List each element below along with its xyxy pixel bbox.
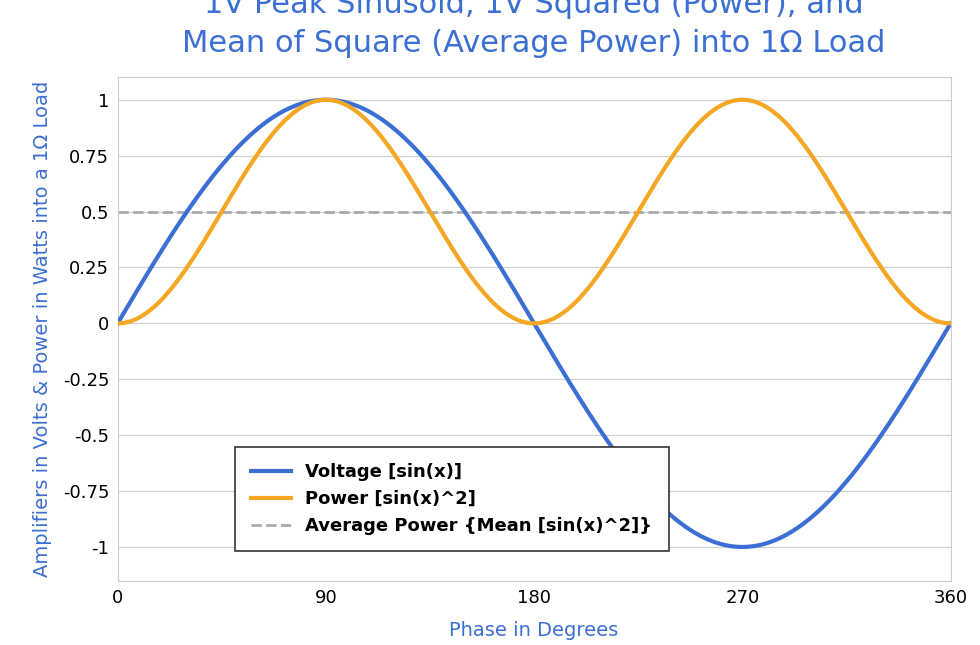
Average Power {Mean [sin(x)^2]} (776, 208, 788, 215)
Average Power {Mean [sin(x)^2]} (478, 208, 490, 215)
Voltage [sin(x)] (320, 96, 332, 104)
Power [sin(x)^2] (197, 239, 209, 247)
Power [sin(x)^2] (762, 104, 774, 112)
Line: Power [sin(x)^2]: Power [sin(x)^2] (118, 100, 951, 323)
Y-axis label: Amplifiers in Volts & Power in Watts into a 1Ω Load: Amplifiers in Volts & Power in Watts int… (32, 81, 52, 577)
Power [sin(x)^2] (685, 128, 697, 136)
X-axis label: Phase in Degrees: Phase in Degrees (450, 620, 618, 640)
Average Power {Mean [sin(x)^2]} (945, 208, 956, 215)
Voltage [sin(x)] (479, 239, 491, 247)
Average Power {Mean [sin(x)^2]} (449, 208, 461, 215)
Voltage [sin(x)] (736, 543, 748, 551)
Line: Voltage [sin(x)]: Voltage [sin(x)] (118, 100, 951, 547)
Average Power {Mean [sin(x)^2]} (684, 208, 696, 215)
Power [sin(x)^2] (112, 319, 123, 327)
Voltage [sin(x)] (763, 539, 775, 546)
Power [sin(x)^2] (479, 290, 491, 298)
Voltage [sin(x)] (450, 194, 462, 202)
Legend: Voltage [sin(x)], Power [sin(x)^2], Average Power {Mean [sin(x)^2]}: Voltage [sin(x)], Power [sin(x)^2], Aver… (235, 447, 668, 551)
Power [sin(x)^2] (450, 250, 462, 257)
Voltage [sin(x)] (112, 319, 123, 327)
Voltage [sin(x)] (197, 186, 209, 194)
Voltage [sin(x)] (685, 526, 697, 534)
Power [sin(x)^2] (777, 116, 789, 124)
Title: 1V Peak Sinusoid, 1V Squared (Power), and
Mean of Square (Average Power) into 1Ω: 1V Peak Sinusoid, 1V Squared (Power), an… (182, 0, 886, 59)
Average Power {Mean [sin(x)^2]} (761, 208, 773, 215)
Voltage [sin(x)] (945, 319, 956, 327)
Power [sin(x)^2] (320, 96, 332, 104)
Average Power {Mean [sin(x)^2]} (197, 208, 209, 215)
Average Power {Mean [sin(x)^2]} (112, 208, 123, 215)
Power [sin(x)^2] (945, 319, 956, 327)
Voltage [sin(x)] (778, 532, 790, 540)
